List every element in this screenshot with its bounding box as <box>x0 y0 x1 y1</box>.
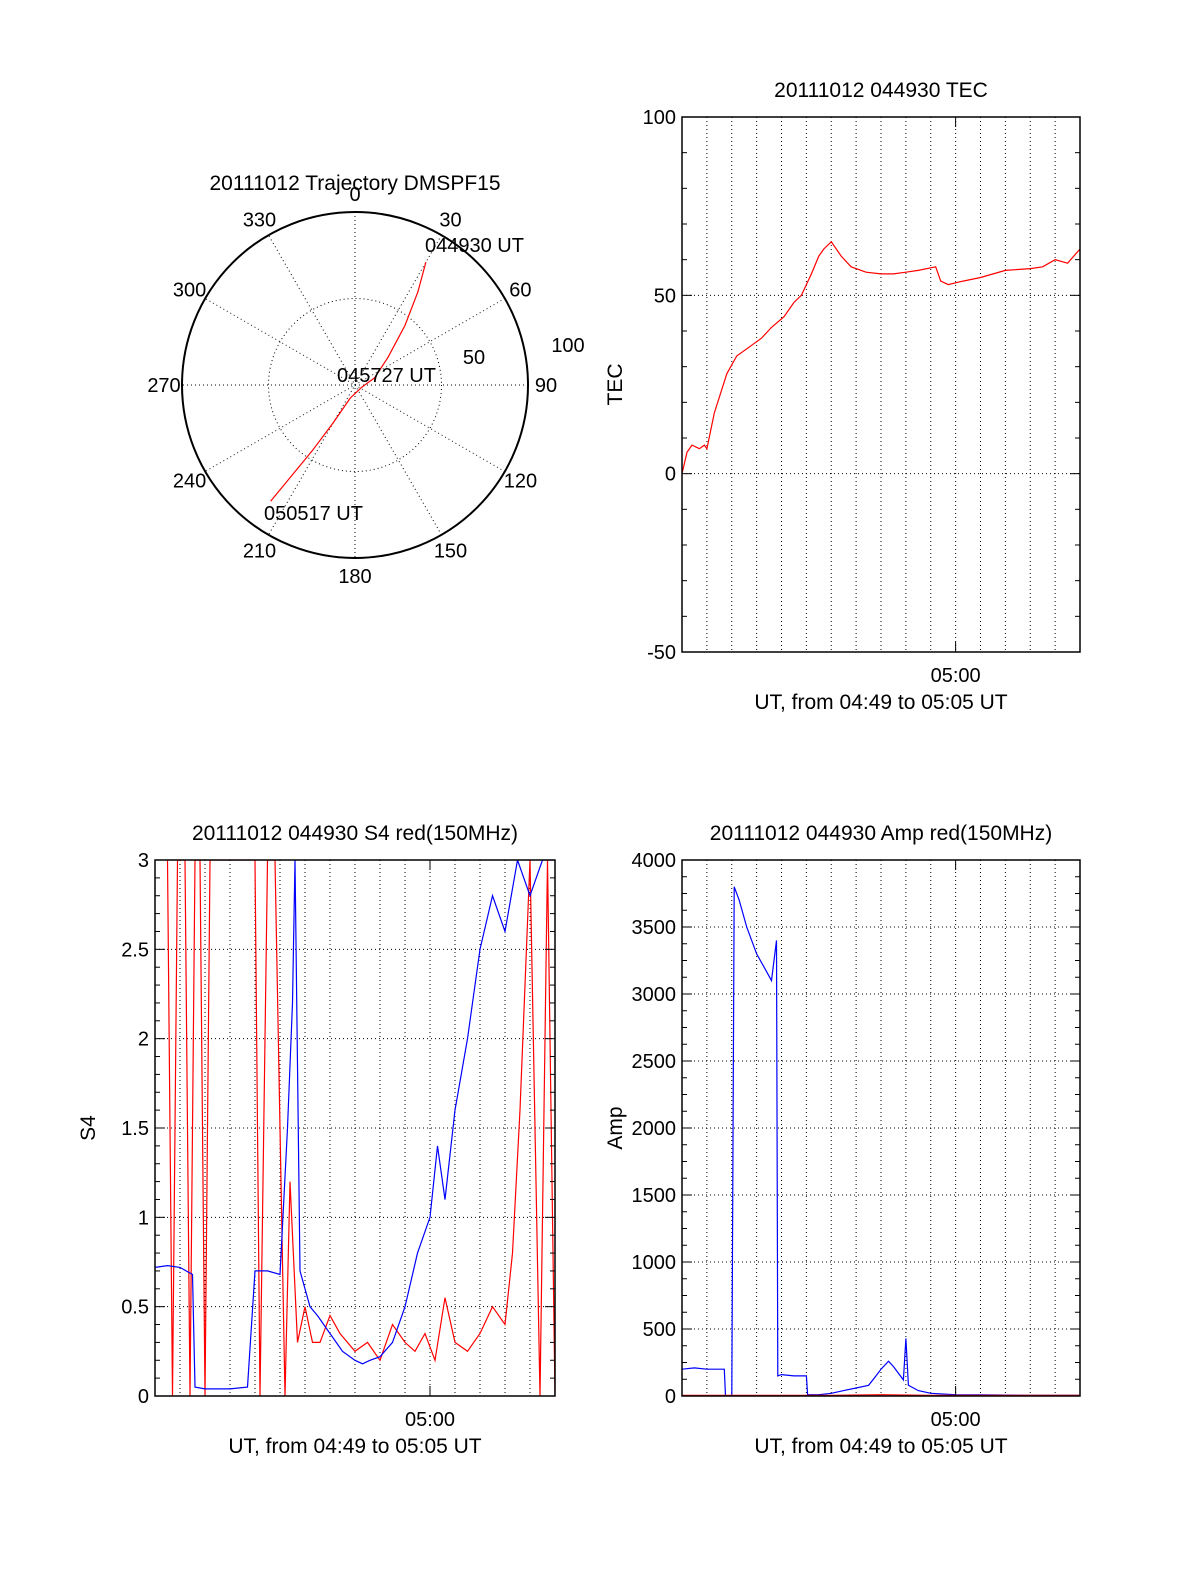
amp-series-blue <box>682 886 1080 1396</box>
s4-ylabel: S4 <box>77 1115 100 1141</box>
amp-ytick-label: 3500 <box>632 917 677 939</box>
tec-series-red <box>682 240 1080 474</box>
polar-angle-label: 90 <box>535 375 557 397</box>
trajectory-title: 20111012 Trajectory DMSPF15 <box>209 172 500 195</box>
s4-title: 20111012 044930 S4 red(150MHz) <box>192 822 518 845</box>
polar-angle-label: 210 <box>243 540 276 562</box>
polar-angle-label: 330 <box>243 210 276 232</box>
polar-grid-spoke <box>268 234 442 536</box>
s4-ytick-label: 2.5 <box>121 939 149 961</box>
trajectory-annotation: 045727 UT <box>337 365 436 387</box>
polar-grid-circle <box>268 298 442 472</box>
tec-ytick-label: 50 <box>654 285 676 307</box>
tec-title: 20111012 044930 TEC <box>774 79 988 102</box>
polar-angle-label: 0 <box>349 184 360 206</box>
polar-outer-circle <box>181 211 529 559</box>
trajectory-annotation: 044930 UT <box>425 235 524 257</box>
amp-xtick-label: 05:00 <box>931 1409 981 1431</box>
s4-ytick-label: 2 <box>138 1029 149 1051</box>
tec-ytick-label: -50 <box>647 642 676 664</box>
polar-angle-label: 120 <box>504 471 537 493</box>
amp-ytick-label: 3000 <box>632 984 677 1006</box>
s4-ytick-label: 1.5 <box>121 1118 149 1140</box>
s4-series-blue <box>155 860 555 1390</box>
s4-xtick-label: 05:00 <box>405 1409 455 1431</box>
amp-ytick-label: 2500 <box>632 1051 677 1073</box>
polar-angle-label: 60 <box>509 280 531 302</box>
polar-angle-label: 300 <box>173 280 206 302</box>
s4-ytick-label: 0.5 <box>121 1297 149 1319</box>
s4-ytick-label: 3 <box>138 850 149 872</box>
amp-ytick-label: 1500 <box>632 1185 677 1207</box>
amp-ytick-label: 1000 <box>632 1252 677 1274</box>
amp-ylabel: Amp <box>604 1106 627 1149</box>
s4-ytick-label: 1 <box>138 1207 149 1229</box>
polar-radial-label: 50 <box>463 347 485 369</box>
polar-angle-label: 180 <box>338 566 371 588</box>
polar-angle-label: 30 <box>439 210 461 232</box>
tec-xlabel: UT, from 04:49 to 05:05 UT <box>754 691 1007 714</box>
polar-angle-label: 150 <box>434 540 467 562</box>
amp-title: 20111012 044930 Amp red(150MHz) <box>710 822 1052 845</box>
s4-ytick-label: 0 <box>138 1386 149 1408</box>
polar-angle-label: 270 <box>147 375 180 397</box>
amp-xlabel: UT, from 04:49 to 05:05 UT <box>754 1435 1007 1458</box>
trajectory-track <box>270 261 427 502</box>
tec-ytick-label: 100 <box>643 107 676 129</box>
amp-series-red <box>682 1394 1080 1396</box>
amp-ytick-label: 2000 <box>632 1118 677 1140</box>
tec-ylabel: TEC <box>604 364 627 406</box>
trajectory-annotation: 050517 UT <box>264 503 363 525</box>
s4-series-red <box>166 860 555 1396</box>
s4-xlabel: UT, from 04:49 to 05:05 UT <box>228 1435 481 1458</box>
tec-frame <box>681 116 1081 653</box>
tec-xtick-label: 05:00 <box>931 665 981 687</box>
tec-ytick-label: 0 <box>665 464 676 486</box>
polar-radial-label: 100 <box>551 335 584 357</box>
amp-ytick-label: 500 <box>643 1319 676 1341</box>
polar-angle-label: 240 <box>173 471 206 493</box>
amp-ytick-label: 4000 <box>632 850 677 872</box>
amp-ytick-label: 0 <box>665 1386 676 1408</box>
